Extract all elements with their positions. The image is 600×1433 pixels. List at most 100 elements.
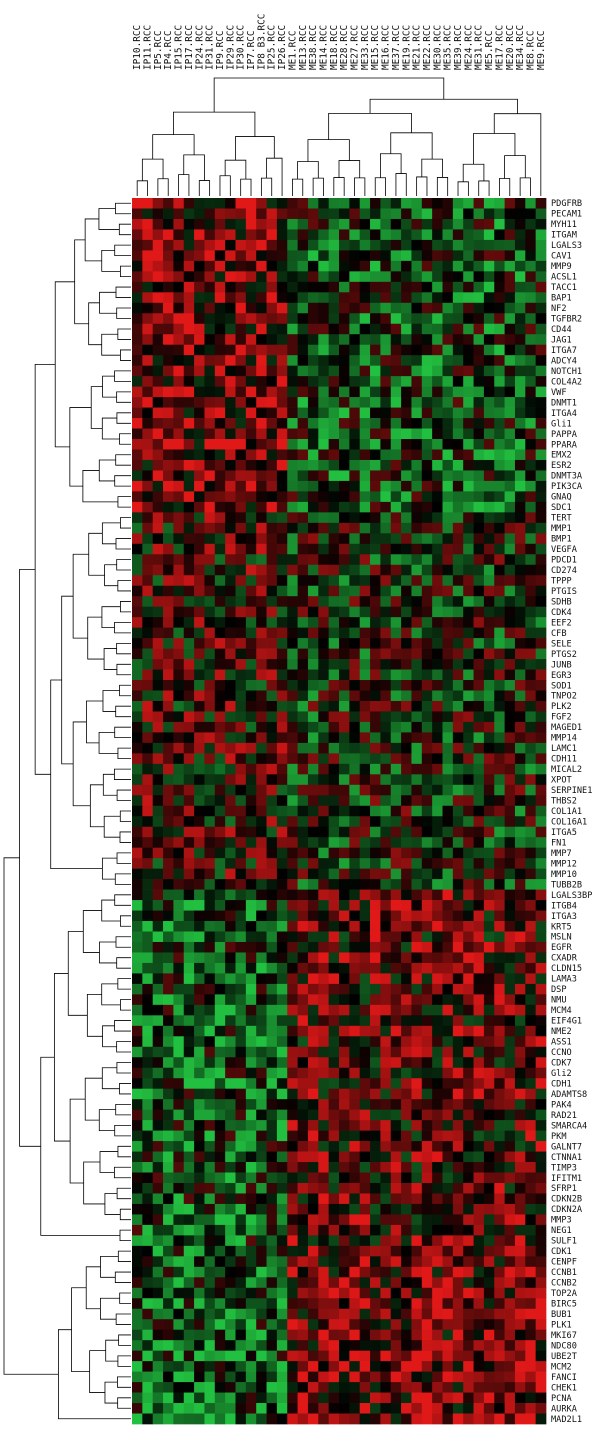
heatmap-cell [504, 208, 516, 220]
heatmap-cell [204, 1120, 216, 1131]
heatmap-cell [204, 365, 216, 377]
heatmap-cell [183, 575, 195, 587]
heatmap-cell [535, 323, 547, 335]
heatmap-cell [163, 1214, 174, 1226]
heatmap-cell [204, 962, 216, 974]
heatmap-cell [328, 564, 340, 576]
heatmap-cell [514, 470, 526, 482]
heatmap-cell [504, 596, 516, 608]
heatmap-cell [401, 292, 412, 304]
heatmap-cell [318, 407, 329, 419]
heatmap-cell [504, 816, 516, 828]
heatmap-cell [504, 407, 516, 419]
heatmap-cell [380, 1141, 392, 1152]
heatmap-cell [235, 1182, 247, 1194]
heatmap-cell [514, 376, 526, 387]
heatmap-cell [132, 816, 143, 828]
heatmap-cell [452, 459, 464, 471]
heatmap-cell [307, 439, 319, 450]
heatmap-cell [349, 1413, 361, 1425]
heatmap-cell [173, 1319, 185, 1331]
heatmap-cell [245, 323, 257, 335]
heatmap-cell [256, 606, 267, 618]
heatmap-cell [256, 1308, 267, 1320]
heatmap-cell [473, 711, 485, 723]
heatmap-cell [328, 596, 340, 608]
heatmap-cell [349, 1329, 361, 1341]
heatmap-cell [204, 868, 216, 880]
heatmap-cell [390, 1329, 402, 1341]
heatmap-cell [494, 721, 505, 733]
heatmap-cell [256, 1046, 267, 1058]
heatmap-cell [173, 1235, 185, 1247]
heatmap-cell [339, 627, 350, 639]
heatmap-cell [452, 198, 464, 209]
heatmap-cell [256, 763, 267, 775]
heatmap-cell [359, 250, 371, 262]
heatmap-cell [214, 1214, 226, 1226]
heatmap-cell [307, 711, 319, 723]
heatmap-cell [421, 700, 433, 712]
heatmap-cell [525, 638, 536, 649]
heatmap-cell [297, 1203, 309, 1215]
heatmap-cell [142, 1057, 154, 1069]
heatmap-cell [339, 732, 350, 744]
heatmap-cell [432, 533, 443, 545]
heatmap-cell [245, 962, 257, 974]
heatmap-cell [245, 1130, 257, 1142]
heatmap-cell [411, 1340, 423, 1351]
heatmap-cell [307, 239, 319, 251]
heatmap-cell [432, 700, 443, 712]
heatmap-cell [173, 795, 185, 807]
heatmap-cell [318, 826, 329, 838]
heatmap-cell [411, 1120, 423, 1131]
heatmap-cell [473, 879, 485, 890]
heatmap-cell [359, 1329, 371, 1341]
dendrogram-branch [115, 936, 131, 948]
column-label: ME30.RCC [432, 25, 443, 70]
dendrogram-branch [390, 132, 433, 160]
heatmap-cell [421, 648, 433, 660]
heatmap-cell [483, 281, 495, 293]
heatmap-cell [225, 1015, 236, 1027]
heatmap-cell [504, 1413, 516, 1425]
heatmap-cell [328, 659, 340, 670]
heatmap-cell [204, 407, 216, 419]
heatmap-cell [256, 198, 267, 209]
heatmap-cell [183, 1088, 195, 1100]
heatmap-cell [401, 659, 412, 670]
heatmap-cell [473, 973, 485, 985]
heatmap-cell [173, 1162, 185, 1173]
heatmap-cell [297, 334, 309, 346]
heatmap-cell [339, 1151, 350, 1163]
heatmap-cell [514, 1088, 526, 1100]
heatmap-cell [349, 816, 361, 828]
heatmap-cell [173, 931, 185, 943]
heatmap-cell [245, 1120, 257, 1131]
heatmap-cell [318, 543, 329, 555]
row-label: THBS2 [551, 797, 577, 807]
heatmap-cell [380, 1182, 392, 1194]
heatmap-cell [245, 281, 257, 293]
heatmap-cell [370, 858, 381, 869]
heatmap-cell [380, 1172, 392, 1184]
heatmap-cell [349, 680, 361, 691]
heatmap-cell [297, 208, 309, 220]
heatmap-cell [173, 554, 185, 566]
heatmap-cell [463, 1182, 474, 1194]
heatmap-cell [173, 753, 185, 765]
heatmap-cell [349, 921, 361, 932]
heatmap-cell [525, 1046, 536, 1058]
heatmap-cell [204, 837, 216, 849]
heatmap-cell [318, 596, 329, 608]
heatmap-cell [163, 1172, 174, 1184]
heatmap-cell [256, 313, 267, 325]
heatmap-cell [473, 292, 485, 304]
heatmap-cell [349, 1403, 361, 1414]
heatmap-cell [411, 1245, 423, 1257]
heatmap-cell [525, 847, 536, 859]
heatmap-cell [245, 868, 257, 880]
heatmap-cell [483, 302, 495, 314]
heatmap-cell [432, 575, 443, 587]
heatmap-cell [307, 1120, 319, 1131]
